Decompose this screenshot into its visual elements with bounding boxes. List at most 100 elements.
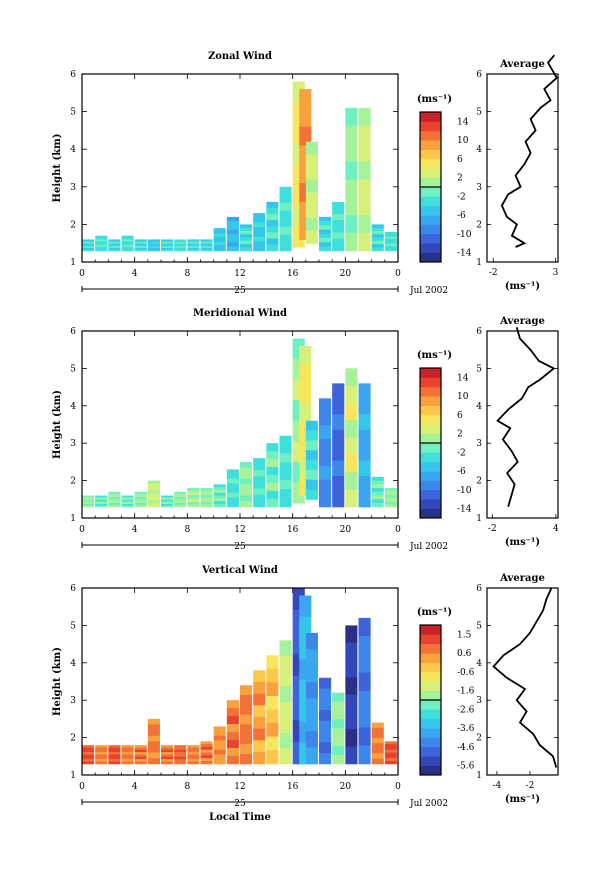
y-tick-label: 1: [70, 771, 76, 781]
x-tick-label: 12: [234, 269, 245, 279]
colorbar-band: [420, 168, 441, 179]
data-cell: [200, 492, 213, 496]
data-cell: [319, 699, 332, 711]
data-cell: [108, 749, 121, 753]
colorbar-band: [420, 662, 441, 673]
data-cell: [299, 107, 312, 128]
data-cell: [345, 215, 358, 234]
profile-x-tick-label: 3: [553, 268, 559, 278]
data-cell: [299, 595, 312, 618]
data-cell: [200, 749, 213, 754]
data-cell: [187, 245, 200, 247]
data-cell: [279, 218, 292, 228]
data-cell: [213, 233, 226, 238]
data-cell: [82, 752, 95, 755]
data-cell: [213, 759, 226, 765]
data-cell: [371, 743, 384, 749]
data-cell: [253, 222, 266, 228]
data-cell: [161, 501, 174, 504]
data-cell: [82, 756, 95, 760]
data-cell: [279, 234, 292, 244]
y-tick-label: 3: [70, 183, 76, 193]
data-cell: [108, 243, 121, 246]
colorbar-tick-label: 2: [457, 430, 463, 440]
data-cell: [305, 205, 318, 219]
data-cell: [266, 214, 279, 221]
data-cell: [174, 242, 187, 245]
data-cell: [332, 746, 345, 756]
profile-unit: (ms⁻¹): [505, 537, 540, 548]
data-cell: [345, 232, 358, 252]
y-tick-label: 2: [70, 477, 76, 487]
data-cell: [213, 503, 226, 508]
data-cell: [187, 239, 200, 242]
colorbar-band: [420, 756, 441, 767]
data-cell: [187, 488, 200, 491]
data-cell: [147, 249, 160, 252]
data-cell: [108, 249, 121, 252]
data-cell: [345, 642, 358, 661]
data-cell: [279, 471, 292, 481]
data-cell: [240, 714, 253, 726]
data-cell: [121, 747, 134, 751]
data-cell: [345, 125, 358, 145]
data-cell: [95, 496, 108, 499]
data-cell: [200, 243, 213, 246]
data-cell: [95, 747, 108, 751]
data-cell: [319, 246, 332, 252]
data-cell: [161, 502, 174, 505]
data-cell: [371, 499, 384, 504]
data-cell: [187, 246, 200, 249]
data-cell: [371, 503, 384, 508]
data-cell: [108, 493, 121, 497]
data-cell: [384, 241, 397, 245]
data-cell: [174, 761, 187, 765]
data-cell: [384, 234, 397, 238]
colorbar-tick-label: -2: [457, 192, 466, 202]
data-cell: [384, 495, 397, 498]
data-cell: [332, 754, 345, 765]
data-cell: [174, 497, 187, 500]
data-cell: [345, 625, 358, 644]
data-cell: [121, 245, 134, 248]
data-cell: [82, 242, 95, 245]
panel-title: Meridional Wind: [193, 308, 287, 319]
colorbar-tick-label: -2.6: [457, 705, 475, 715]
data-cell: [161, 240, 174, 243]
profile-y-tick-label: 5: [476, 364, 482, 374]
data-cell: [371, 230, 384, 235]
x-tick-label: 20: [340, 269, 352, 279]
data-cell: [134, 249, 147, 252]
data-cell: [345, 694, 358, 713]
x-tick-label: 4: [132, 525, 138, 535]
profile-line: [492, 587, 558, 768]
data-cell: [134, 240, 147, 243]
data-cell: [305, 698, 318, 716]
data-cell: [371, 237, 384, 242]
data-cell: [82, 243, 95, 246]
data-cell: [108, 499, 121, 502]
data-cell: [187, 756, 200, 760]
profile-y-tick-label: 5: [476, 108, 482, 118]
data-cell: [213, 745, 226, 751]
data-cell: [161, 498, 174, 501]
data-cell: [161, 503, 174, 506]
data-cell: [345, 420, 358, 439]
colorbar-band: [420, 700, 441, 710]
data-cell: [95, 501, 108, 504]
data-cell: [134, 247, 147, 250]
data-cell: [121, 499, 134, 502]
date-month-label: Jul 2002: [409, 799, 448, 809]
data-cell: [147, 496, 160, 501]
data-cell: [134, 499, 147, 502]
data-cell: [187, 761, 200, 765]
profile-y-tick-label: 4: [476, 659, 482, 669]
data-cell: [82, 496, 95, 499]
data-cell: [213, 245, 226, 249]
data-cell: [332, 737, 345, 747]
data-cell: [147, 503, 160, 508]
data-cell: [266, 736, 279, 751]
profile-x-tick-label: -2: [489, 268, 498, 278]
data-cell: [174, 246, 187, 249]
